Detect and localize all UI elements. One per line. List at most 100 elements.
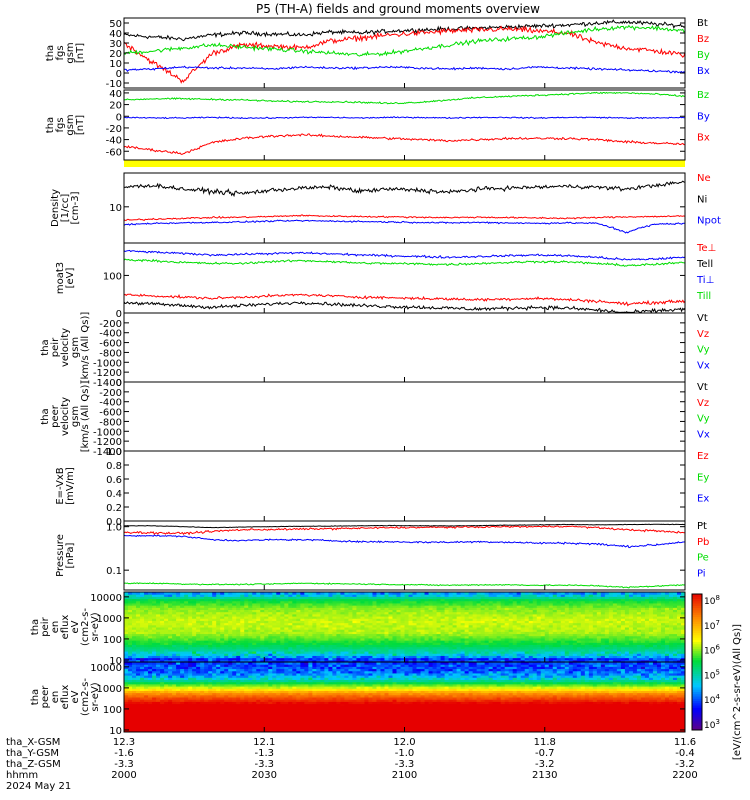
spectrogram-cell [492, 651, 498, 654]
spectrogram-cell [144, 640, 149, 643]
spectrogram-cell [332, 622, 337, 626]
spectrogram-cell [592, 592, 598, 595]
spectrogram-cell [664, 644, 670, 648]
spectrogram-cell [572, 616, 578, 619]
spectrogram-cell [176, 644, 181, 648]
spectrogram-cell [456, 611, 462, 615]
spectrogram-cell [548, 613, 554, 617]
spectrogram-cell [412, 655, 418, 659]
spectrogram-cell [416, 607, 422, 610]
spectrogram-cell [464, 631, 470, 635]
spectrogram-cell [156, 648, 161, 652]
spectrogram-cell [572, 596, 578, 600]
spectrogram-cell [308, 651, 313, 654]
spectrogram-cell [372, 644, 377, 648]
spectrogram-cell [484, 613, 490, 617]
spectrogram-cell [308, 602, 313, 606]
spectrogram-cell [208, 729, 213, 733]
spectrogram-cell [460, 620, 466, 624]
spectrogram-cell [268, 613, 273, 617]
spectrogram-cell [200, 653, 205, 656]
spectrogram-cell [632, 631, 638, 635]
spectrogram-cell [540, 659, 546, 663]
spectrogram-cell [392, 594, 397, 597]
spectrogram-cell [188, 637, 193, 641]
spectrogram-cell [672, 637, 678, 641]
spectrogram-cell [164, 594, 169, 597]
spectrogram-cell [256, 605, 261, 608]
spectrogram-cell [212, 611, 217, 615]
spectrogram-cell [360, 622, 365, 626]
spectrogram-cell [492, 629, 498, 632]
spectrogram-cell [500, 622, 506, 626]
spectrogram-cell [392, 646, 397, 650]
spectrogram-cell [472, 605, 478, 608]
spectrogram-cell [192, 616, 197, 619]
spectrogram-cell [612, 653, 618, 656]
spectrogram-cell [340, 592, 345, 595]
spectrogram-cell [656, 635, 662, 639]
spectrogram-cell [464, 611, 470, 615]
spectrogram-cell [668, 646, 674, 650]
spectrogram-cell [540, 622, 546, 626]
spectrogram-cell [152, 653, 157, 656]
spectrogram-cell [472, 598, 478, 602]
spectrogram-cell [584, 596, 590, 600]
spectrogram-cell [600, 644, 606, 648]
spectrogram-cell [680, 598, 686, 602]
spectrogram-cell [236, 657, 241, 661]
spectrogram-cell [388, 637, 393, 641]
spectrogram-cell [552, 657, 558, 661]
spectrogram-cell [572, 592, 578, 595]
spectrogram-cell [144, 655, 149, 659]
spectrogram-cell [640, 635, 646, 639]
spectrogram-cell [660, 657, 666, 661]
spectrogram-cell [128, 657, 133, 661]
spectrogram-cell [164, 592, 169, 595]
spectrogram-cell [284, 627, 289, 630]
spectrogram-cell [208, 602, 213, 606]
spectrogram-cell [312, 596, 317, 600]
spectrogram-cell [132, 633, 137, 637]
spectrogram-cell [344, 729, 349, 733]
spectrogram-cell [596, 594, 602, 597]
spectrogram-cell [292, 642, 297, 645]
spectrogram-cell [372, 646, 377, 650]
spectrogram-cell [380, 607, 385, 610]
spectrogram-cell [656, 627, 662, 630]
spectrogram-cell [328, 624, 333, 628]
spectrogram-cell [312, 633, 317, 637]
spectrogram-cell [200, 607, 205, 610]
spectrogram-cell [364, 640, 369, 643]
spectrogram-cell [424, 605, 430, 608]
spectrogram-cell [396, 648, 401, 652]
spectrogram-cell [616, 602, 622, 606]
spectrogram-cell [376, 600, 381, 604]
spectrogram-cell [496, 618, 502, 621]
spectrogram-cell [216, 644, 221, 648]
spectrogram-cell [580, 613, 586, 617]
spectrogram-cell [480, 727, 486, 731]
spectrogram-cell [288, 642, 293, 645]
spectrogram-cell [288, 611, 293, 615]
spectrogram-cell [268, 631, 273, 635]
spectrogram-cell [568, 594, 574, 597]
spectrogram-cell [488, 635, 494, 639]
spectrogram-cell [252, 627, 257, 630]
spectrogram-cell [572, 651, 578, 654]
spectrogram-cell [540, 592, 546, 595]
spectrogram-cell [140, 633, 145, 637]
spectrogram-cell [496, 616, 502, 619]
spectrogram-cell [124, 609, 129, 613]
spectrogram-cell [176, 653, 181, 656]
spectrogram-cell [540, 609, 546, 613]
spectrogram-cell [504, 600, 510, 604]
spectrogram-cell [668, 657, 674, 661]
spectrogram-cell [216, 633, 221, 637]
spectrogram-cell [244, 594, 249, 597]
spectrogram-cell [584, 659, 590, 663]
spectrogram-cell [616, 596, 622, 600]
spectrogram-cell [204, 607, 209, 610]
spectrogram-cell [528, 627, 534, 630]
spectrogram-cell [436, 622, 442, 626]
